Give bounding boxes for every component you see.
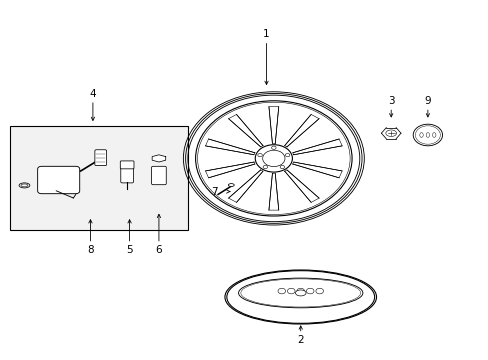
Polygon shape xyxy=(292,162,342,178)
Text: 2: 2 xyxy=(297,335,304,345)
Polygon shape xyxy=(228,170,263,202)
Circle shape xyxy=(412,124,442,146)
FancyBboxPatch shape xyxy=(121,166,133,183)
Polygon shape xyxy=(228,114,263,147)
Polygon shape xyxy=(268,174,278,210)
Circle shape xyxy=(287,288,294,294)
Ellipse shape xyxy=(238,278,362,308)
Circle shape xyxy=(271,146,276,149)
Circle shape xyxy=(263,165,267,169)
Polygon shape xyxy=(292,139,342,155)
Circle shape xyxy=(280,165,284,169)
Text: 6: 6 xyxy=(155,245,162,255)
Circle shape xyxy=(315,288,323,294)
Text: 7: 7 xyxy=(210,186,217,197)
Text: 5: 5 xyxy=(126,245,133,255)
Circle shape xyxy=(257,153,262,157)
Text: 3: 3 xyxy=(387,96,394,106)
FancyBboxPatch shape xyxy=(95,150,106,166)
Ellipse shape xyxy=(425,132,428,137)
Circle shape xyxy=(296,288,304,294)
Ellipse shape xyxy=(419,132,423,137)
Circle shape xyxy=(306,288,313,294)
Circle shape xyxy=(277,288,285,294)
Ellipse shape xyxy=(228,184,234,186)
Text: 9: 9 xyxy=(424,96,430,106)
Ellipse shape xyxy=(385,130,396,136)
Circle shape xyxy=(255,145,292,172)
Text: 4: 4 xyxy=(89,89,96,99)
FancyBboxPatch shape xyxy=(151,166,166,185)
Polygon shape xyxy=(284,170,319,202)
Ellipse shape xyxy=(432,132,435,137)
Polygon shape xyxy=(268,107,278,143)
Bar xyxy=(10,126,188,230)
Polygon shape xyxy=(205,139,254,155)
Circle shape xyxy=(285,153,289,157)
Polygon shape xyxy=(205,162,254,178)
Ellipse shape xyxy=(295,290,305,296)
Text: 8: 8 xyxy=(87,245,94,255)
Polygon shape xyxy=(284,114,319,147)
FancyBboxPatch shape xyxy=(38,166,80,194)
Text: 1: 1 xyxy=(263,29,269,39)
Polygon shape xyxy=(152,155,165,162)
FancyBboxPatch shape xyxy=(120,161,134,169)
